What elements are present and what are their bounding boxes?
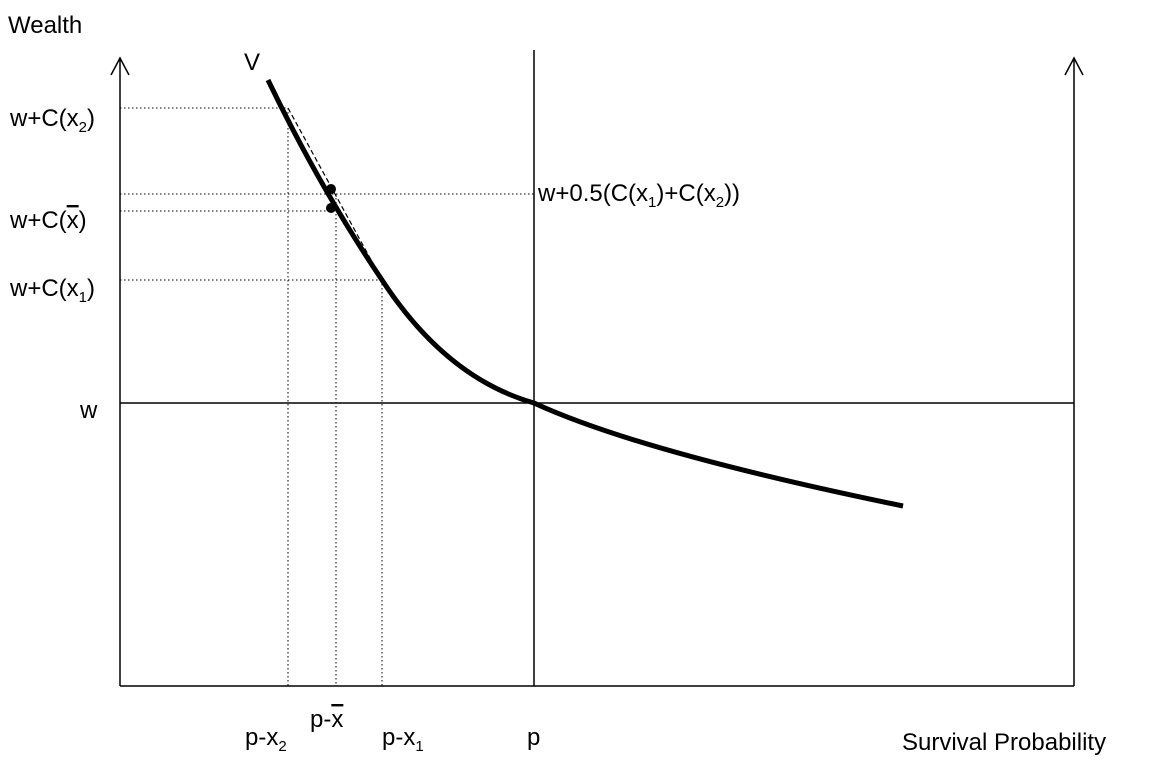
x-label-p-x1: p-x1 — [382, 724, 424, 755]
y-label-w: w — [79, 397, 98, 424]
y-axis-title: Wealth — [8, 12, 82, 39]
average-point — [326, 184, 336, 194]
x-axis-title: Survival Probability — [902, 729, 1106, 756]
curve-v — [265, 78, 904, 509]
x-label-p: p — [527, 724, 540, 751]
y-label-xbar: w+C(x) — [9, 207, 87, 234]
right-axis-arrowhead — [1064, 56, 1084, 76]
x-label-p-x2: p-x2 — [245, 724, 287, 755]
chord-dashed-line — [287, 107, 383, 281]
guide-lines — [120, 107, 534, 686]
curve-label: V — [244, 49, 260, 76]
average-label: w+0.5(C(x1)+C(x2)) — [537, 180, 740, 211]
x-label-p-xbar: p-x — [310, 706, 343, 733]
left-axis-arrowhead — [110, 56, 130, 76]
y-label-x2: w+C(x2) — [9, 105, 95, 136]
y-label-xbar-var: x — [67, 207, 79, 234]
x-label-xbar-var: x — [331, 706, 343, 733]
xbar-point — [326, 203, 336, 213]
y-label-x1: w+C(x1) — [9, 275, 95, 306]
